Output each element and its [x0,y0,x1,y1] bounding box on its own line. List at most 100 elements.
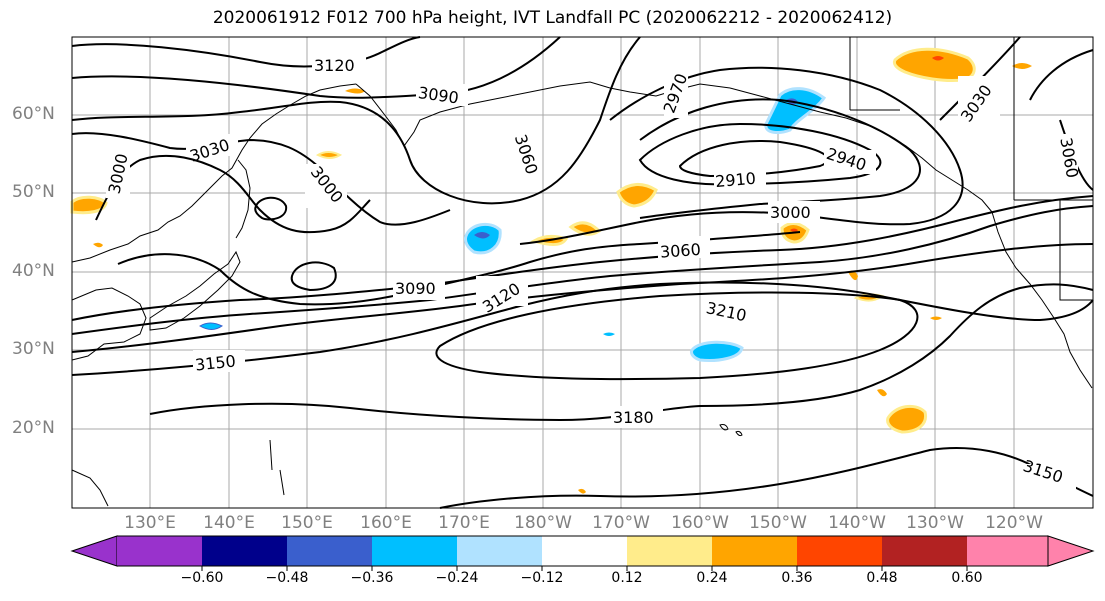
kamchatka-coastline [355,81,731,147]
lon-label-160w: 160°W [671,513,729,533]
contour-low-center-1 [254,196,288,221]
label-bg [305,164,347,208]
colorbar-bin [712,536,797,566]
lon-label-180w: 180°W [514,513,572,533]
colorbar-tick-label: 0.48 [866,570,898,586]
lon-label-170w: 170°W [592,513,650,533]
label-bg [476,276,528,306]
sakhalin-coastline [235,159,251,239]
colorbar-bin [202,536,287,566]
ivt-negative-region [603,332,615,336]
ivt-positive-region [932,56,944,61]
colorbar [70,535,1095,571]
colorbar-bin [372,536,457,566]
colorbar-outline [117,535,1048,567]
height-contours [71,36,1094,509]
asia-coastline [71,83,357,263]
ivt-shading [70,47,1034,494]
colorbar-tick-label: −0.60 [180,570,224,586]
lat-label-20n: 20°N [12,418,55,438]
colorbar-tick-label: 0.12 [611,570,643,586]
colorbar-tick-label: 0.36 [781,570,813,586]
label-bg [393,278,445,300]
contour-label-3000-east: 3000 [770,203,811,222]
lon-label-130w: 130°W [906,513,964,533]
label-bg [193,350,245,372]
ivt-positive-region [848,270,858,281]
contour-label-3150-left: 3150 [194,351,236,374]
colorbar-bin [117,536,202,566]
colorbar-bin [882,536,967,566]
lon-label-120w: 120°W [985,513,1043,533]
north-america-coastline [991,211,1093,389]
ivt-negative-region [474,232,490,239]
colorbar-bin [967,536,1048,566]
colorbar-ticks [201,566,968,571]
lon-label-150e: 150°E [281,513,333,533]
colorbar-extend-low [70,535,118,567]
contour-3180 [149,283,1094,422]
colorbar-tick-label: −0.12 [520,570,564,586]
contour-3150-mid [71,243,1094,353]
coastlines [71,37,1093,507]
label-bg [768,201,820,223]
colorbar-tick-label: 0.60 [951,570,983,586]
contour-3060-north [71,36,641,205]
ivt-positive-region [877,389,887,397]
colorbar-bin [457,536,542,566]
ivt-positive-region [93,242,103,248]
philippines-coastline [71,469,109,507]
contour-label-3060-east: 3060 [659,240,701,262]
ivt-positive-region [578,488,586,494]
colorbar-tick-label: −0.24 [435,570,479,586]
plot-frame [71,36,1094,509]
ivt-positive-region [70,195,108,215]
label-bg [506,126,532,174]
ivt-positive-region [790,228,798,232]
contour-labels: 3120 3090 3060 3030 3000 3000 2970 2910 … [105,54,1082,490]
label-bg [714,166,766,188]
colorbar-tick-label: −0.48 [265,570,309,586]
ivt-positive-region [1012,63,1032,69]
colorbar-bin [797,536,882,566]
map-title: 2020061912 F012 700 hPa height, IVT Land… [212,8,893,28]
korea-china-coast [71,287,147,361]
label-bg [824,150,876,174]
label-bg [611,406,663,428]
colorbar-extend-high [1047,535,1095,567]
lat-label-60n: 60°N [12,104,55,124]
contour-3120-mid [71,205,1094,335]
colorbar-bin [542,536,627,566]
lon-label-150w: 150°W [749,513,807,533]
contour-3090-mid [71,195,1094,321]
contour-3090-north [71,36,561,99]
colorbar-bin [627,536,712,566]
lon-label-170e: 170°E [438,513,490,533]
contour-3000-west [95,154,371,234]
label-bg [1020,464,1076,490]
ivt-positive-region [345,88,365,94]
colorbar-tick-label: −0.36 [350,570,394,586]
colorbar-tick-label: 0.24 [696,570,728,586]
contour-3030-east [519,66,964,245]
label-bg [312,54,366,76]
label-bg [416,84,468,106]
political-boundaries [849,37,1093,301]
ivt-negative-region [199,322,223,330]
islands [269,424,743,496]
ivt-positive-region [616,183,658,208]
contour-3150 [71,281,1094,376]
contour-label-3120-top: 3120 [314,56,355,75]
lon-label-160e: 160°E [360,513,412,533]
lon-label-130e: 130°E [124,513,176,533]
label-bg [958,76,1000,122]
graticule [72,37,1093,508]
contour-label-3090-mid: 3090 [395,279,436,298]
label-bg [106,148,130,198]
ivt-negative-region [464,222,502,255]
ivt-negative-region [690,340,744,362]
contour-label-2910: 2910 [714,169,756,191]
colorbar-bin [287,536,372,566]
label-bg [664,74,688,118]
